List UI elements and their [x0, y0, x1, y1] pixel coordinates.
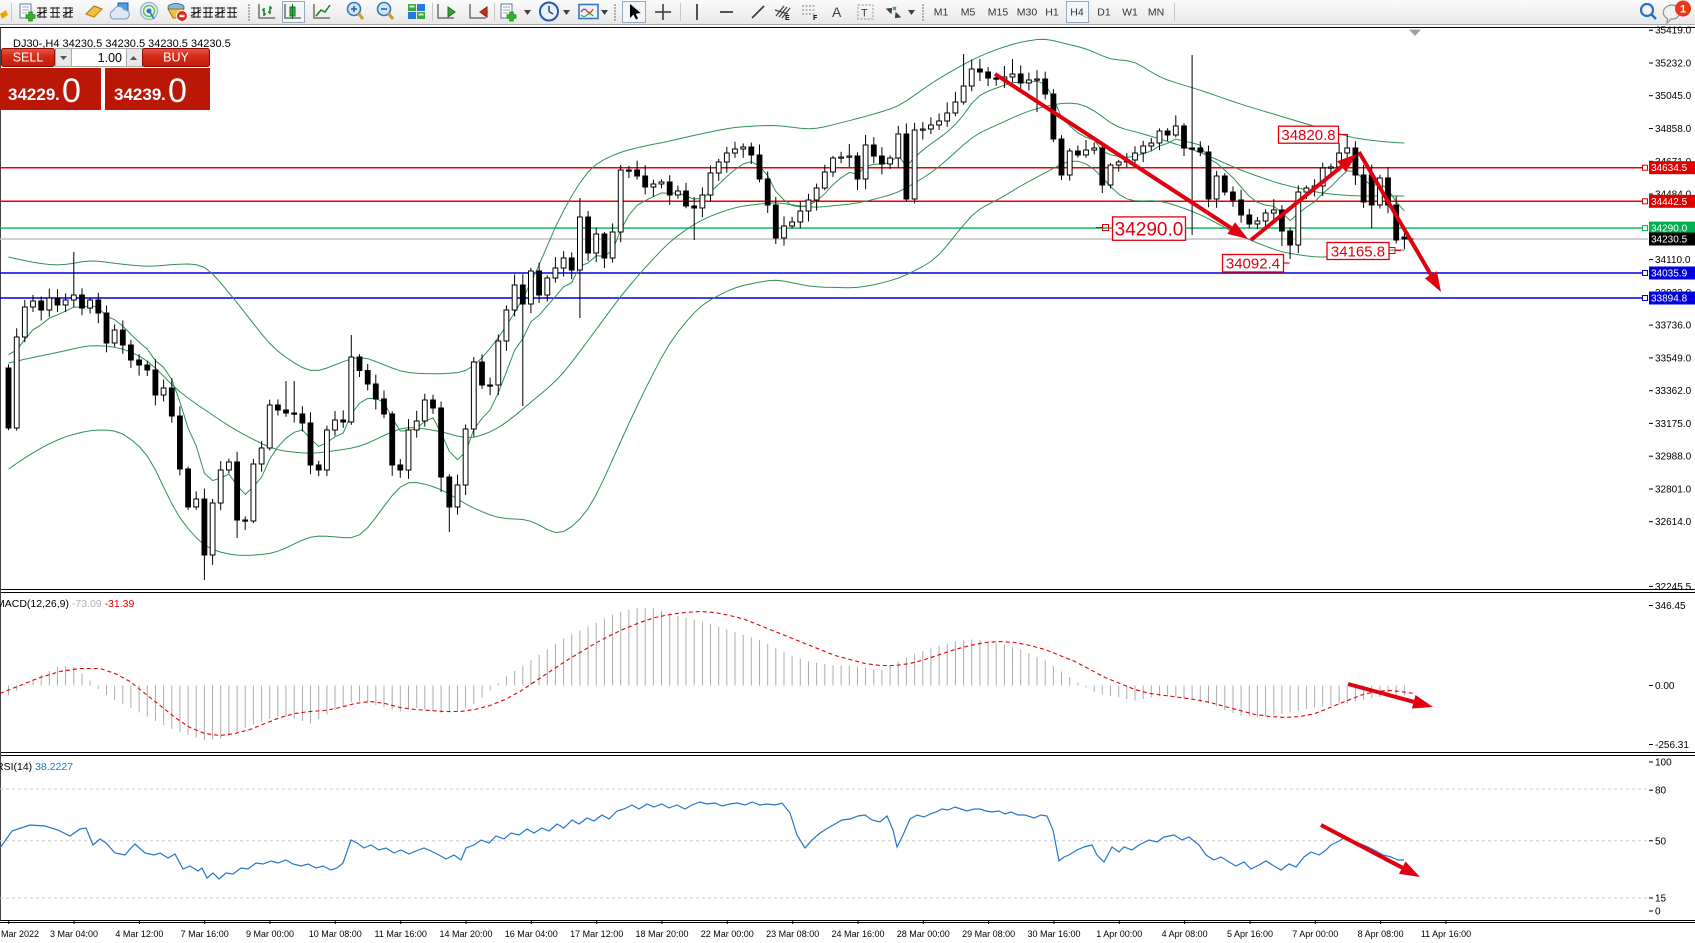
svg-text:E: E	[785, 15, 790, 22]
svg-text:34230.5: 34230.5	[1651, 235, 1688, 246]
svg-text:RSI(14) 38.2227: RSI(14) 38.2227	[0, 761, 73, 773]
svg-text:24 Mar 16:00: 24 Mar 16:00	[831, 929, 884, 939]
svg-text:8 Apr 08:00: 8 Apr 08:00	[1358, 929, 1404, 939]
svg-text:T: T	[861, 8, 868, 20]
svg-text:34165.8: 34165.8	[1331, 243, 1385, 260]
svg-text:80: 80	[1655, 786, 1667, 797]
svg-text:M15: M15	[988, 7, 1009, 19]
svg-text:11 Mar 16:00: 11 Mar 16:00	[375, 929, 427, 939]
svg-text:22 Mar 00:00: 22 Mar 00:00	[701, 929, 754, 939]
svg-text:34110.0: 34110.0	[1655, 255, 1691, 266]
svg-text:7 Apr 00:00: 7 Apr 00:00	[1292, 929, 1338, 939]
svg-text:.: .	[55, 85, 60, 104]
svg-text:H1: H1	[1045, 7, 1059, 19]
svg-text:32801.0: 32801.0	[1655, 485, 1692, 496]
svg-text:1 Apr 00:00: 1 Apr 00:00	[1096, 929, 1142, 939]
svg-text:34634.5: 34634.5	[1651, 163, 1688, 174]
svg-text:32614.0: 32614.0	[1655, 517, 1692, 528]
svg-text:15: 15	[1655, 894, 1667, 905]
svg-text:50: 50	[1655, 836, 1667, 847]
svg-text:32245.5: 32245.5	[1655, 582, 1692, 593]
svg-text:32988.0: 32988.0	[1655, 452, 1692, 463]
svg-text:MN: MN	[1148, 7, 1164, 19]
svg-text:34820.8: 34820.8	[1281, 127, 1335, 144]
svg-text:100: 100	[1655, 758, 1672, 769]
svg-text:34229: 34229	[8, 85, 55, 104]
svg-text:10 Mar 08:00: 10 Mar 08:00	[309, 929, 362, 939]
svg-text:7 Mar 16:00: 7 Mar 16:00	[181, 929, 229, 939]
svg-text:35045.0: 35045.0	[1655, 91, 1692, 102]
svg-text:4 Apr 08:00: 4 Apr 08:00	[1162, 929, 1208, 939]
svg-text:17 Mar 12:00: 17 Mar 12:00	[570, 929, 623, 939]
svg-text:346.45: 346.45	[1655, 601, 1686, 612]
svg-text:33175.0: 33175.0	[1655, 419, 1692, 430]
svg-text:34442.5: 34442.5	[1651, 197, 1688, 208]
svg-text:16 Mar 04:00: 16 Mar 04:00	[505, 929, 558, 939]
svg-text:35232.0: 35232.0	[1655, 59, 1692, 70]
svg-text:33894.8: 33894.8	[1651, 294, 1688, 305]
svg-text:28 Mar 00:00: 28 Mar 00:00	[897, 929, 950, 939]
svg-text:3 Mar 04:00: 3 Mar 04:00	[50, 929, 98, 939]
svg-text:18 Mar 20:00: 18 Mar 20:00	[635, 929, 688, 939]
svg-text:H4: H4	[1070, 7, 1084, 19]
svg-text:4 Mar 12:00: 4 Mar 12:00	[115, 929, 163, 939]
svg-text:F: F	[813, 15, 818, 22]
svg-text:34035.9: 34035.9	[1651, 269, 1688, 280]
svg-text:M30: M30	[1017, 7, 1038, 19]
svg-text:9 Mar 00:00: 9 Mar 00:00	[246, 929, 294, 939]
svg-text:.: .	[161, 85, 166, 104]
svg-text:33362.0: 33362.0	[1655, 386, 1692, 397]
svg-text:1: 1	[1680, 4, 1686, 16]
svg-text:11 Apr 16:00: 11 Apr 16:00	[1421, 929, 1471, 939]
svg-text:MACD(12,26,9) -73.09 -31.39: MACD(12,26,9) -73.09 -31.39	[0, 598, 134, 610]
svg-text:33549.0: 33549.0	[1655, 353, 1692, 364]
svg-text:0.00: 0.00	[1655, 681, 1675, 692]
svg-text:BUY: BUY	[163, 51, 189, 65]
svg-text:14 Mar 20:00: 14 Mar 20:00	[439, 929, 492, 939]
svg-text:34239: 34239	[114, 85, 161, 104]
svg-text:5 Apr 16:00: 5 Apr 16:00	[1227, 929, 1273, 939]
svg-text:W1: W1	[1122, 7, 1138, 19]
svg-text:34290.0: 34290.0	[1115, 219, 1184, 240]
svg-text:34290.0: 34290.0	[1651, 224, 1688, 235]
svg-text:SELL: SELL	[13, 51, 44, 65]
svg-text:1.00: 1.00	[98, 51, 122, 65]
svg-text:Mar 2022: Mar 2022	[1, 929, 39, 939]
svg-text:34092.4: 34092.4	[1226, 256, 1280, 273]
svg-text:A: A	[832, 4, 842, 20]
svg-text:23 Mar 08:00: 23 Mar 08:00	[766, 929, 819, 939]
svg-text:DJ30-,H4 34230.5 34230.5 3423: DJ30-,H4 34230.5 34230.5 34230.5 34230.5	[13, 38, 231, 50]
svg-text:0: 0	[168, 72, 187, 110]
svg-text:29 Mar 08:00: 29 Mar 08:00	[962, 929, 1015, 939]
svg-text:M1: M1	[934, 7, 949, 19]
svg-text:0: 0	[1655, 907, 1661, 918]
svg-text:33736.0: 33736.0	[1655, 321, 1692, 332]
svg-text:D1: D1	[1097, 7, 1111, 19]
svg-text:30 Mar 16:00: 30 Mar 16:00	[1027, 929, 1080, 939]
svg-text:0: 0	[62, 72, 81, 110]
svg-text:M5: M5	[961, 7, 976, 19]
svg-text:34858.0: 34858.0	[1655, 124, 1692, 135]
svg-text:35419.0: 35419.0	[1655, 26, 1692, 37]
svg-text:-256.31: -256.31	[1655, 740, 1689, 751]
